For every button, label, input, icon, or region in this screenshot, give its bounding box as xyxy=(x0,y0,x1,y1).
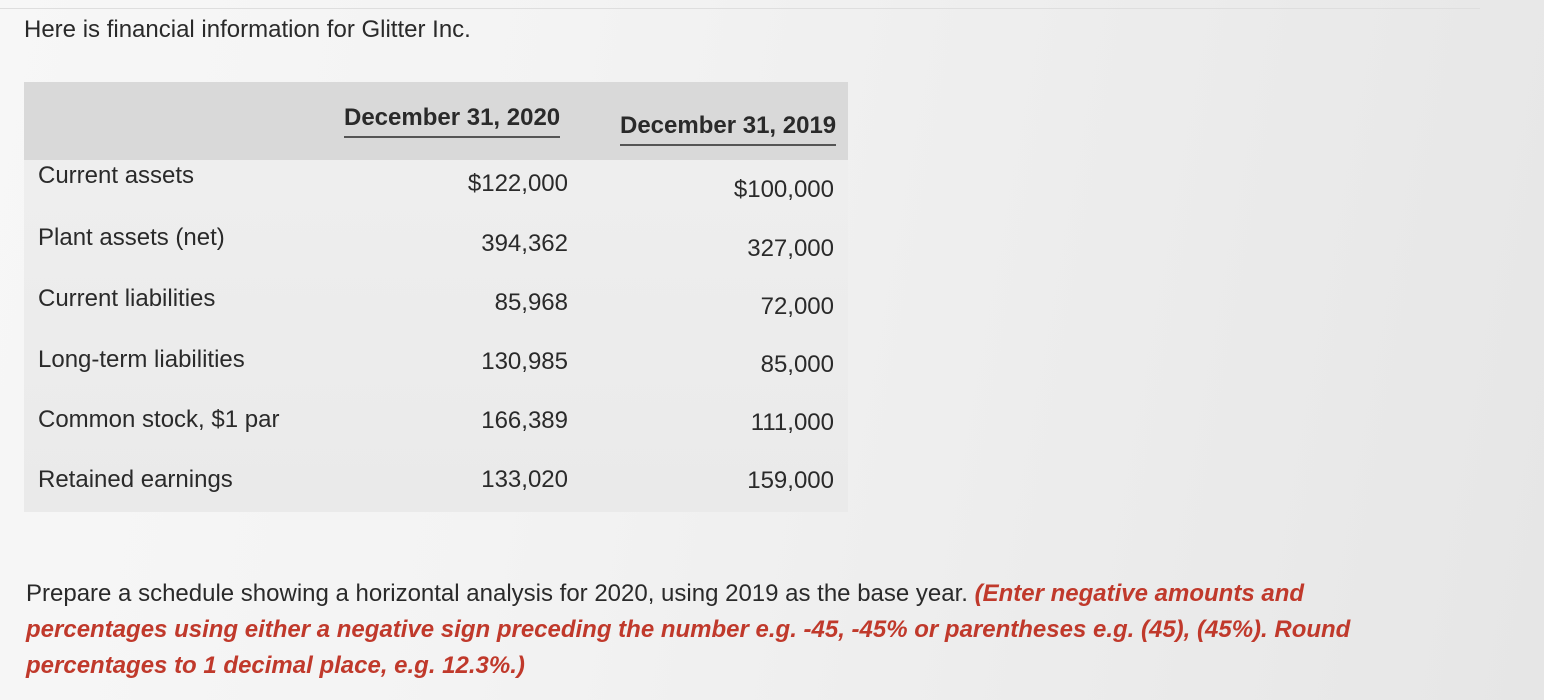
value-2020-plant-assets: 394,362 xyxy=(481,230,568,257)
value-2019-current-assets: $100,000 xyxy=(733,176,834,203)
value-2020-retained-earnings: 133,020 xyxy=(481,466,568,493)
value-2020-current-assets: $122,000 xyxy=(467,170,568,197)
value-2019-long-term-liabilities: 85,000 xyxy=(760,351,834,378)
row-label-plant-assets: Plant assets (net) xyxy=(38,224,225,251)
value-2020-current-liabilities: 85,968 xyxy=(494,289,568,316)
value-2019-current-liabilities: 72,000 xyxy=(760,293,834,320)
instructions-paragraph: Prepare a schedule showing a horizontal … xyxy=(26,576,1446,684)
top-divider xyxy=(0,8,1480,9)
intro-text: Here is financial information for Glitte… xyxy=(24,16,471,43)
row-label-retained-earnings: Retained earnings xyxy=(38,466,233,493)
value-2019-common-stock: 111,000 xyxy=(750,409,834,436)
financial-table: December 31, 2020 December 31, 2019 Curr… xyxy=(24,82,848,512)
column-header-2020: December 31, 2020 xyxy=(344,104,561,138)
instructions-note-text: (Enter negative amounts and percentages … xyxy=(26,580,1351,679)
row-label-common-stock: Common stock, $1 par xyxy=(38,406,280,433)
value-2019-plant-assets: 327,000 xyxy=(747,235,834,262)
row-label-current-liabilities: Current liabilities xyxy=(38,285,216,312)
row-label-current-assets: Current assets xyxy=(38,162,195,189)
row-label-long-term-liabilities: Long-term liabilities xyxy=(38,346,245,373)
value-2019-retained-earnings: 159,000 xyxy=(747,467,834,494)
column-header-2019: December 31, 2019 xyxy=(620,112,837,146)
instructions-main-text: Prepare a schedule showing a horizontal … xyxy=(26,580,968,607)
value-2020-long-term-liabilities: 130,985 xyxy=(481,348,568,375)
table-header-band xyxy=(24,82,848,160)
value-2020-common-stock: 166,389 xyxy=(481,407,568,434)
